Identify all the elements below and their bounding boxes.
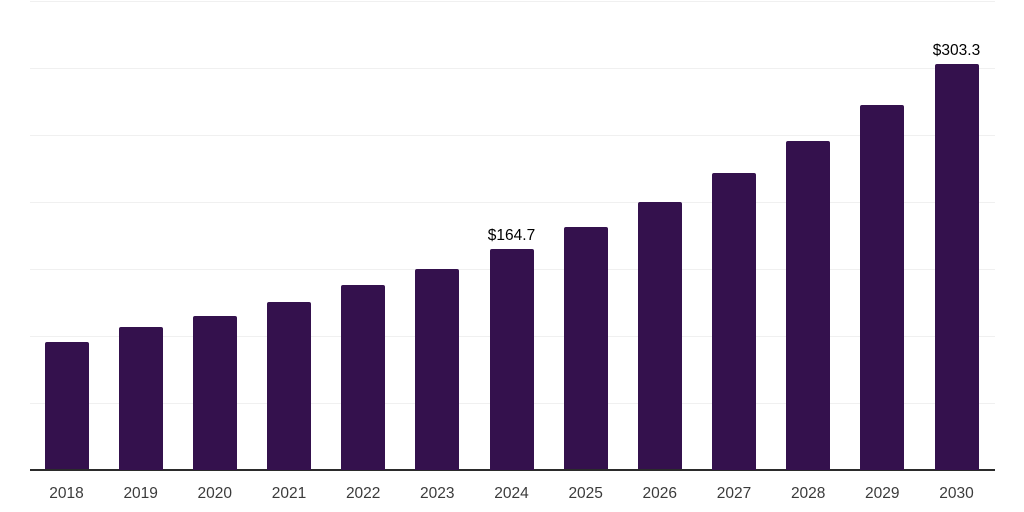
bar-2024 xyxy=(489,249,534,470)
x-tick-2029: 2029 xyxy=(865,485,900,502)
x-tick-2023: 2023 xyxy=(420,485,455,502)
gridline-200 xyxy=(30,201,995,203)
gridline-250 xyxy=(30,134,995,136)
x-axis-line xyxy=(30,468,995,471)
value-label-2030: $303.3 xyxy=(932,41,981,59)
bar-2020 xyxy=(192,316,237,470)
bar-2030 xyxy=(934,63,979,470)
x-tick-2021: 2021 xyxy=(271,485,307,502)
gridline-350 xyxy=(30,1,995,2)
gridline-300 xyxy=(30,67,995,69)
bar-2021 xyxy=(267,302,311,470)
bar-2023 xyxy=(415,269,460,470)
x-tick-2026: 2026 xyxy=(642,485,678,502)
bar-2025 xyxy=(563,227,608,470)
x-tick-2024: 2024 xyxy=(494,485,529,502)
x-tick-2018: 2018 xyxy=(49,485,84,502)
x-tick-2030: 2030 xyxy=(939,485,974,502)
bar-2029 xyxy=(860,105,905,470)
bar-2027 xyxy=(712,173,756,470)
x-tick-2022: 2022 xyxy=(345,485,381,502)
bar-2018 xyxy=(44,342,89,470)
bar-2022 xyxy=(341,285,386,470)
x-tick-2019: 2019 xyxy=(123,485,158,502)
bar-2028 xyxy=(786,141,831,470)
x-tick-2028: 2028 xyxy=(790,485,826,502)
x-tick-2025: 2025 xyxy=(568,485,603,502)
value-label-2024: $164.7 xyxy=(487,227,536,244)
x-tick-2020: 2020 xyxy=(197,485,233,502)
bar-2019 xyxy=(118,326,163,470)
bar-2026 xyxy=(637,202,682,470)
x-tick-2027: 2027 xyxy=(716,485,752,502)
